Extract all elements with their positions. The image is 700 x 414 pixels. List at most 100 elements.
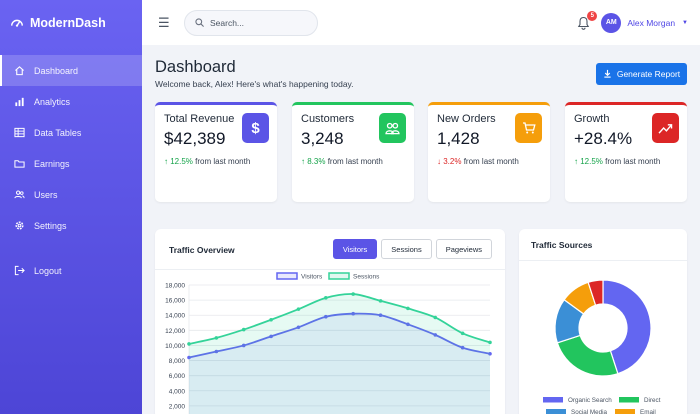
stat-card-total-revenue: Total Revenue $42,389 ↑ 12.5% from last mo… <box>155 102 277 202</box>
arrow-up-icon: ↑ <box>301 157 305 166</box>
slice-organic-search <box>602 279 652 375</box>
search-icon <box>195 14 204 32</box>
sidebar-item-label: Users <box>34 189 58 200</box>
data-point <box>187 355 191 360</box>
slice-direct <box>556 334 619 377</box>
legend-swatch <box>276 272 298 280</box>
data-point <box>488 340 492 345</box>
topbar: ☰ 5 AM Alex Morgan ▼ <box>142 0 700 45</box>
avatar[interactable]: AM <box>601 12 622 33</box>
sidebar-item-label: Logout <box>34 265 62 276</box>
sidebar-item-logout[interactable]: Logout <box>0 255 142 286</box>
sidebar-item-dashboard[interactable]: Dashboard <box>0 55 142 86</box>
legend-swatch <box>543 397 563 403</box>
stat-value: 1,428 <box>437 129 480 148</box>
brand[interactable]: ModernDash <box>0 0 142 45</box>
data-point <box>324 314 328 319</box>
legend-label: Social Media <box>571 409 608 414</box>
gauge-icon <box>10 16 24 30</box>
sidebar-item-earnings[interactable]: Earnings <box>0 148 142 179</box>
brand-name: ModernDash <box>30 15 106 30</box>
y-tick-label: 14,000 <box>165 313 185 320</box>
sidebar-item-label: Analytics <box>34 96 71 107</box>
stat-label: Total Revenue <box>164 113 235 125</box>
series-line-visitors <box>188 312 491 359</box>
traffic-sources-panel: Traffic Sources Organic Search Direct Soci… <box>519 229 687 414</box>
data-point <box>269 317 273 322</box>
folder-icon <box>14 158 25 169</box>
users-icon <box>379 113 406 143</box>
cart-icon <box>515 113 542 143</box>
data-point <box>433 333 438 337</box>
y-tick-label: 12,000 <box>165 328 185 335</box>
y-tick-label: 2,000 <box>169 403 186 410</box>
download-icon <box>603 69 612 80</box>
stat-delta: ↑ 12.5% from last month <box>164 155 269 169</box>
stat-delta-suffix: from last month <box>605 157 661 166</box>
stat-delta-value: 12.5% <box>580 157 603 166</box>
home-icon <box>14 65 25 76</box>
table-icon <box>14 127 25 138</box>
dollar-icon: $ <box>242 113 269 143</box>
legend-swatch <box>328 272 350 280</box>
legend-label: Visitors <box>301 274 323 281</box>
data-point <box>269 334 273 339</box>
data-point <box>296 307 301 311</box>
page-header: Dashboard Welcome back, Alex! Here's wha… <box>155 58 354 89</box>
stat-label: Growth <box>574 113 610 125</box>
sidebar-item-data-tables[interactable]: Data Tables <box>0 117 142 148</box>
bar-chart-icon <box>14 96 25 107</box>
stat-card-growth: Growth +28.4% ↑ 12.5% from last month <box>565 102 687 202</box>
stat-label: Customers <box>301 113 355 125</box>
data-point <box>378 313 383 318</box>
stat-label: New Orders <box>437 113 496 125</box>
notification-badge: 5 <box>587 10 598 21</box>
user-menu[interactable]: Alex Morgan <box>627 17 676 28</box>
y-tick-label: 6,000 <box>169 373 186 380</box>
stat-delta-suffix: from last month <box>463 157 519 166</box>
y-tick-label: 10,000 <box>165 343 185 350</box>
stat-value: +28.4% <box>574 129 633 148</box>
sidebar-item-label: Data Tables <box>34 127 82 138</box>
legend-label: Direct <box>644 397 661 404</box>
generate-report-button[interactable]: Generate Report <box>596 63 687 85</box>
chevron-down-icon[interactable]: ▼ <box>682 19 688 26</box>
users-icon <box>14 189 25 200</box>
traffic-sources-title: Traffic Sources <box>531 240 593 250</box>
stat-delta: ↓ 3.2% from last month <box>437 155 542 169</box>
search-box[interactable] <box>184 9 318 36</box>
sidebar-item-settings[interactable]: Settings <box>0 210 142 241</box>
sidebar-item-analytics[interactable]: Analytics <box>0 86 142 117</box>
data-point <box>406 322 410 327</box>
tab-sessions[interactable]: Sessions <box>381 239 432 259</box>
sidebar-item-users[interactable]: Users <box>0 179 142 210</box>
data-point <box>378 299 383 303</box>
stat-delta-value: 8.3% <box>307 157 326 166</box>
menu-icon[interactable]: ☰ <box>158 14 170 30</box>
data-point <box>406 306 410 311</box>
notifications-button[interactable]: 5 <box>577 10 598 30</box>
bell-icon <box>577 16 590 34</box>
arrow-up-icon: ↑ <box>574 157 578 166</box>
page-subtitle: Welcome back, Alex! Here's what's happen… <box>155 79 354 89</box>
stat-value: $42,389 <box>164 129 226 148</box>
trend-up-icon <box>652 113 679 143</box>
series-area-visitors <box>189 313 490 414</box>
sidebar-item-label: Earnings <box>34 158 70 169</box>
legend-swatch <box>546 409 566 414</box>
data-point <box>460 331 465 336</box>
data-point <box>241 327 246 332</box>
stat-value: 3,248 <box>301 129 344 148</box>
tab-visitors[interactable]: Visitors <box>332 239 378 259</box>
y-tick-label: 4,000 <box>169 388 186 395</box>
stat-delta-suffix: from last month <box>327 157 383 166</box>
tab-pageviews[interactable]: Pageviews <box>435 239 492 259</box>
data-point <box>296 325 301 330</box>
search-input[interactable] <box>210 17 310 28</box>
page-title: Dashboard <box>155 58 236 76</box>
traffic-overview-title: Traffic Overview <box>169 245 235 255</box>
legend-label: Organic Search <box>568 397 612 404</box>
data-point <box>460 345 465 350</box>
data-point <box>214 336 219 340</box>
